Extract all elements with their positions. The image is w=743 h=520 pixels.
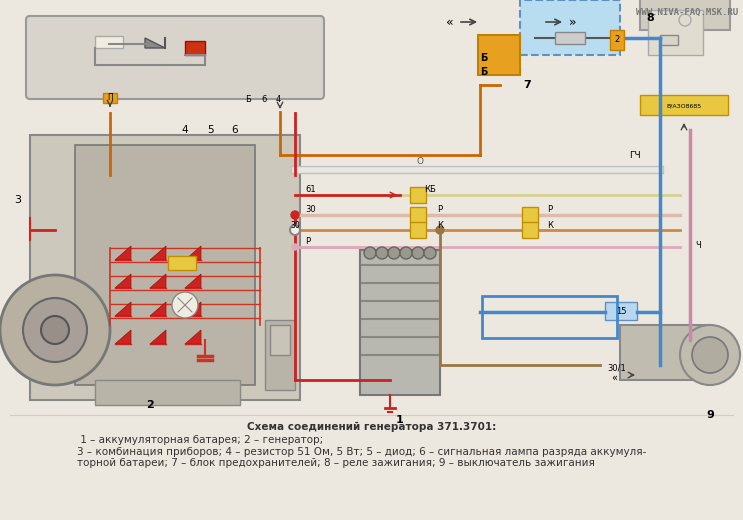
Bar bbox=[478, 35, 520, 75]
Polygon shape bbox=[115, 246, 131, 260]
Text: Б: Б bbox=[480, 53, 487, 63]
Bar bbox=[0, 0, 743, 415]
Polygon shape bbox=[150, 274, 166, 288]
Text: 8: 8 bbox=[646, 13, 654, 23]
Circle shape bbox=[292, 244, 298, 250]
Text: Р: Р bbox=[305, 238, 310, 246]
Text: ГЧ: ГЧ bbox=[629, 150, 640, 160]
Text: »: » bbox=[569, 16, 577, 29]
Text: П: П bbox=[107, 94, 113, 102]
Circle shape bbox=[400, 247, 412, 259]
Bar bbox=[640, 95, 728, 115]
Polygon shape bbox=[185, 274, 201, 288]
Circle shape bbox=[679, 14, 691, 26]
Circle shape bbox=[0, 275, 110, 385]
Circle shape bbox=[41, 316, 69, 344]
Bar bbox=[270, 325, 290, 355]
Bar bbox=[482, 296, 617, 338]
Bar bbox=[265, 320, 295, 390]
Bar bbox=[640, 0, 730, 30]
Circle shape bbox=[172, 292, 198, 318]
Polygon shape bbox=[150, 302, 166, 316]
Bar bbox=[605, 302, 637, 320]
Text: 2: 2 bbox=[614, 35, 620, 45]
Text: 61: 61 bbox=[305, 186, 316, 194]
Bar bbox=[522, 207, 538, 223]
Text: 1 – аккумуляторная батарея; 2 – генератор;
3 – комбинация приборов; 4 – резистор: 1 – аккумуляторная батарея; 2 – генерато… bbox=[77, 435, 646, 468]
Circle shape bbox=[680, 325, 740, 385]
Circle shape bbox=[290, 225, 300, 235]
Polygon shape bbox=[150, 330, 166, 344]
Polygon shape bbox=[115, 274, 131, 288]
Polygon shape bbox=[115, 302, 131, 316]
Bar bbox=[410, 222, 426, 238]
Text: 5: 5 bbox=[207, 125, 213, 135]
Bar bbox=[410, 187, 426, 203]
Text: Схема соединений генератора 371.3701:: Схема соединений генератора 371.3701: bbox=[247, 422, 496, 432]
Text: В/АЗО8685: В/АЗО8685 bbox=[666, 103, 701, 109]
Circle shape bbox=[424, 247, 436, 259]
Bar bbox=[95, 36, 123, 48]
Text: КБ: КБ bbox=[424, 186, 436, 194]
Bar bbox=[103, 93, 117, 103]
Bar bbox=[648, 10, 703, 55]
Circle shape bbox=[364, 247, 376, 259]
Text: 2: 2 bbox=[146, 400, 154, 410]
Text: 7: 7 bbox=[523, 80, 531, 90]
Text: 30: 30 bbox=[290, 220, 300, 229]
Text: «: « bbox=[611, 373, 617, 383]
Text: Б: Б bbox=[245, 96, 251, 105]
Circle shape bbox=[23, 298, 87, 362]
Bar bbox=[660, 35, 678, 45]
Circle shape bbox=[376, 247, 388, 259]
FancyBboxPatch shape bbox=[26, 16, 324, 99]
Bar bbox=[360, 250, 440, 395]
Polygon shape bbox=[185, 330, 201, 344]
Circle shape bbox=[388, 247, 400, 259]
Bar bbox=[95, 380, 240, 405]
Polygon shape bbox=[185, 246, 201, 260]
Text: Р: Р bbox=[548, 205, 553, 214]
Text: 3: 3 bbox=[15, 195, 22, 205]
Text: 6: 6 bbox=[232, 125, 239, 135]
Text: К: К bbox=[437, 222, 443, 230]
Bar bbox=[185, 41, 205, 55]
Polygon shape bbox=[145, 38, 165, 48]
Text: «: « bbox=[447, 16, 454, 29]
Circle shape bbox=[291, 211, 299, 219]
Text: 30/1: 30/1 bbox=[608, 363, 626, 372]
Text: 6: 6 bbox=[262, 96, 267, 105]
Bar bbox=[30, 135, 300, 400]
Text: Б: Б bbox=[480, 67, 487, 77]
Text: К: К bbox=[547, 222, 553, 230]
Circle shape bbox=[412, 247, 424, 259]
Bar bbox=[555, 32, 585, 44]
Circle shape bbox=[436, 226, 444, 234]
Bar bbox=[522, 222, 538, 238]
Bar bbox=[75, 145, 255, 385]
Bar bbox=[620, 325, 710, 380]
Text: 1: 1 bbox=[396, 415, 404, 425]
Text: 4: 4 bbox=[182, 125, 188, 135]
Text: Р: Р bbox=[438, 205, 443, 214]
Polygon shape bbox=[185, 302, 201, 316]
Circle shape bbox=[692, 337, 728, 373]
Bar bbox=[520, 0, 620, 55]
Text: 15: 15 bbox=[616, 307, 626, 317]
Text: 30: 30 bbox=[305, 205, 316, 214]
Text: О: О bbox=[417, 158, 424, 166]
Bar bbox=[610, 30, 624, 50]
Text: 9: 9 bbox=[706, 410, 714, 420]
Bar bbox=[168, 256, 196, 270]
Polygon shape bbox=[150, 246, 166, 260]
Bar bbox=[410, 207, 426, 223]
Text: WWW.NIVA-FAQ.MSK.RU: WWW.NIVA-FAQ.MSK.RU bbox=[636, 8, 738, 17]
Text: Ч: Ч bbox=[695, 240, 701, 250]
Polygon shape bbox=[115, 330, 131, 344]
Text: 4: 4 bbox=[276, 96, 281, 105]
